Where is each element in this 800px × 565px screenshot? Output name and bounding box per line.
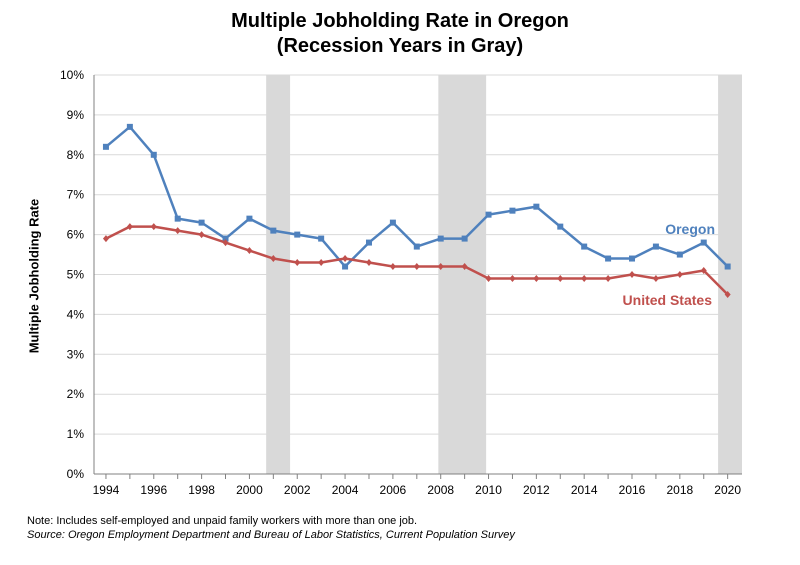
x-tick-label: 2012 xyxy=(523,483,550,497)
united-states-point xyxy=(174,227,181,235)
y-tick-label: 2% xyxy=(67,387,85,401)
united-states-point xyxy=(389,263,396,271)
y-tick-label: 7% xyxy=(67,188,85,202)
y-tick-label: 3% xyxy=(67,347,85,361)
united-states-point xyxy=(246,247,253,255)
united-states-point xyxy=(294,259,301,267)
united-states-point xyxy=(485,274,492,282)
source-note: Source: Oregon Employment Department and… xyxy=(27,529,515,541)
x-tick-label: 2016 xyxy=(619,483,646,497)
united-states-point xyxy=(557,274,564,282)
oregon-point xyxy=(629,255,636,262)
united-states-point xyxy=(150,223,157,231)
oregon-point xyxy=(581,243,588,250)
united-states-point xyxy=(222,239,229,247)
united-states-point xyxy=(461,263,468,271)
chart-title: Multiple Jobholding Rate in Oregon xyxy=(231,10,569,32)
united-states-point xyxy=(126,223,133,231)
x-tick-label: 2002 xyxy=(284,483,311,497)
oregon-series-label: Oregon xyxy=(665,221,715,237)
y-tick-label: 9% xyxy=(67,108,85,122)
oregon-point xyxy=(413,243,420,250)
oregon-point xyxy=(150,151,157,158)
united-states-point xyxy=(365,259,372,267)
oregon-point xyxy=(318,235,325,242)
chart-subtitle: (Recession Years in Gray) xyxy=(276,35,524,57)
united-states-point xyxy=(700,267,707,275)
united-states-point xyxy=(533,274,540,282)
y-tick-label: 0% xyxy=(67,467,85,481)
y-tick-label: 1% xyxy=(67,427,85,441)
x-tick-label: 2018 xyxy=(666,483,693,497)
united-states-point xyxy=(605,274,612,282)
united-states-point xyxy=(676,271,683,278)
x-tick-label: 2006 xyxy=(380,483,407,497)
united-states-point xyxy=(102,235,109,243)
x-tick-label: 2014 xyxy=(571,483,598,497)
x-tick-label: 2010 xyxy=(475,483,502,497)
y-tick-label: 5% xyxy=(67,268,85,282)
y-axis-label: Multiple Jobholding Rate xyxy=(26,198,42,354)
x-tick-label: 2004 xyxy=(332,483,359,497)
oregon-point xyxy=(652,243,659,250)
united-states-point xyxy=(509,274,516,282)
oregon-point xyxy=(246,215,253,222)
united-states-point xyxy=(629,271,636,278)
oregon-point xyxy=(676,251,683,258)
x-tick-label: 2008 xyxy=(427,483,454,497)
oregon-point xyxy=(724,263,731,270)
oregon-point xyxy=(365,239,372,246)
oregon-point xyxy=(485,211,492,218)
oregon-point xyxy=(700,239,707,246)
united-states-point xyxy=(342,255,349,263)
y-tick-label: 8% xyxy=(67,148,85,162)
united-states-point xyxy=(413,263,420,271)
oregon-point xyxy=(509,207,516,214)
united-states-point xyxy=(724,290,731,298)
oregon-point xyxy=(222,235,229,242)
oregon-point xyxy=(342,263,349,270)
oregon-point xyxy=(174,215,181,222)
x-tick-label: 1998 xyxy=(188,483,215,497)
oregon-point xyxy=(389,219,396,226)
oregon-point xyxy=(270,227,277,234)
oregon-point xyxy=(198,219,205,226)
oregon-point xyxy=(557,223,564,230)
oregon-point xyxy=(437,235,444,242)
oregon-point xyxy=(102,143,109,150)
united-states-series-label: United States xyxy=(623,292,713,308)
x-tick-label: 2020 xyxy=(714,483,741,497)
y-tick-label: 10% xyxy=(60,68,84,82)
united-states-point xyxy=(270,255,277,263)
united-states-point xyxy=(437,263,444,271)
oregon-point xyxy=(294,231,301,238)
oregon-point xyxy=(126,123,133,130)
oregon-point xyxy=(533,203,540,210)
oregon-point xyxy=(461,235,468,242)
united-states-point xyxy=(581,274,588,282)
x-tick-label: 1996 xyxy=(140,483,167,497)
united-states-point xyxy=(652,274,659,282)
y-tick-label: 6% xyxy=(67,228,85,242)
footnote: Note: Includes self-employed and unpaid … xyxy=(27,515,418,527)
x-tick-label: 1994 xyxy=(93,483,120,497)
y-tick-label: 4% xyxy=(67,307,85,321)
united-states-point xyxy=(198,231,205,239)
united-states-point xyxy=(318,259,325,267)
oregon-point xyxy=(605,255,612,262)
x-tick-label: 2000 xyxy=(236,483,263,497)
